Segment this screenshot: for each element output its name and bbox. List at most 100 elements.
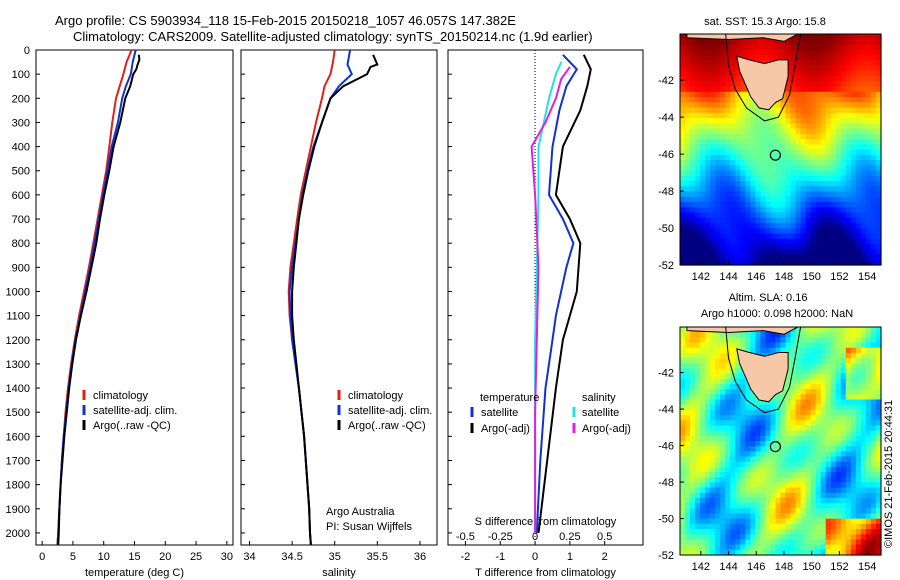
map-cell xyxy=(795,39,802,46)
map-cell xyxy=(740,165,746,172)
map-cell xyxy=(765,139,771,145)
map-cell xyxy=(855,217,862,224)
map-cell xyxy=(765,342,771,349)
map-cell xyxy=(810,181,817,187)
map-cell xyxy=(800,238,807,245)
top-x-tick-label: 0.25 xyxy=(559,531,580,543)
map-cell xyxy=(750,451,756,458)
map-cell xyxy=(715,425,721,432)
map-cell xyxy=(860,76,867,82)
map-cell xyxy=(830,49,837,56)
map-cell xyxy=(695,55,701,61)
map-cell xyxy=(710,534,716,541)
map-cell xyxy=(765,487,771,494)
map-cell xyxy=(680,238,686,245)
map-cell xyxy=(685,425,691,432)
map-frame xyxy=(679,33,882,266)
map-cell xyxy=(725,389,731,395)
x-tick-label: 152 xyxy=(830,271,848,283)
map-cell xyxy=(695,76,701,82)
map-cell xyxy=(840,70,847,77)
map-cell xyxy=(700,60,706,67)
map-cell xyxy=(785,518,792,525)
map-cell xyxy=(705,39,711,46)
map-cell xyxy=(840,223,847,229)
map-cell xyxy=(710,160,716,166)
map-cell xyxy=(845,466,852,473)
map-cell xyxy=(705,207,711,214)
map-cell xyxy=(795,487,802,494)
map-cell xyxy=(750,446,756,452)
map-cell xyxy=(840,394,847,401)
y-tick-label: -44 xyxy=(658,404,674,416)
map-cell xyxy=(820,446,827,452)
map-cell xyxy=(680,149,686,156)
map-cell xyxy=(690,523,696,530)
map-cell xyxy=(740,544,746,551)
map-cell xyxy=(855,55,862,61)
map-cell xyxy=(795,430,802,437)
map-cell xyxy=(750,513,756,520)
map-cell xyxy=(750,503,756,509)
map-cell xyxy=(770,244,777,250)
map-cell xyxy=(760,154,766,161)
map-cell xyxy=(810,487,817,494)
map-cell xyxy=(680,492,686,499)
map-cell xyxy=(825,409,832,416)
map-cell xyxy=(795,404,802,411)
map-cell xyxy=(800,181,807,187)
map-cell xyxy=(876,186,882,193)
map-cell xyxy=(760,482,766,489)
map-cell xyxy=(835,175,842,182)
map-cell xyxy=(755,347,761,354)
map-cell xyxy=(700,492,706,499)
map-cell xyxy=(790,196,797,203)
map-cell xyxy=(725,212,731,219)
map-cell xyxy=(705,181,711,187)
legend-label: satellite-adj. clim. xyxy=(348,405,432,417)
map-cell xyxy=(690,44,696,51)
map-cell xyxy=(755,549,761,556)
map-cell xyxy=(815,244,822,250)
map-cell xyxy=(690,378,696,385)
map-cell xyxy=(820,44,827,51)
map-cell xyxy=(810,160,817,166)
map-cell xyxy=(685,65,691,72)
map-cell xyxy=(825,347,832,354)
map-cell xyxy=(740,102,746,109)
map-cell xyxy=(830,332,837,338)
map-cell xyxy=(715,394,721,401)
map-cell xyxy=(695,70,701,77)
map-cell xyxy=(745,170,751,177)
map-cell xyxy=(765,544,771,551)
map-cell xyxy=(800,466,807,473)
map-cell xyxy=(785,337,792,344)
map-cell xyxy=(865,456,872,463)
map-cell xyxy=(720,503,726,509)
map-cell xyxy=(815,39,822,46)
map-cell xyxy=(735,529,741,535)
map-cell xyxy=(755,487,761,494)
map-cell xyxy=(685,487,691,494)
map-cell xyxy=(805,472,812,478)
map-cell xyxy=(745,107,751,114)
map-cell xyxy=(680,34,686,40)
map-cell xyxy=(745,228,751,235)
map-cell xyxy=(845,482,852,489)
map-cell xyxy=(775,415,782,421)
map-cell xyxy=(876,430,882,437)
map-cell xyxy=(805,81,812,88)
map-cell xyxy=(685,523,691,530)
map-cell xyxy=(695,394,701,401)
x-tick-label: 15 xyxy=(128,551,140,563)
map-cell xyxy=(740,441,746,447)
map-cell xyxy=(750,441,756,447)
map-cell xyxy=(790,549,797,556)
map-cell xyxy=(775,477,782,484)
map-cell xyxy=(820,154,827,161)
map-cell xyxy=(710,139,716,145)
map-cell xyxy=(765,238,771,245)
map-cell xyxy=(770,503,777,509)
map-cell xyxy=(855,91,862,98)
map-cell xyxy=(810,409,817,416)
